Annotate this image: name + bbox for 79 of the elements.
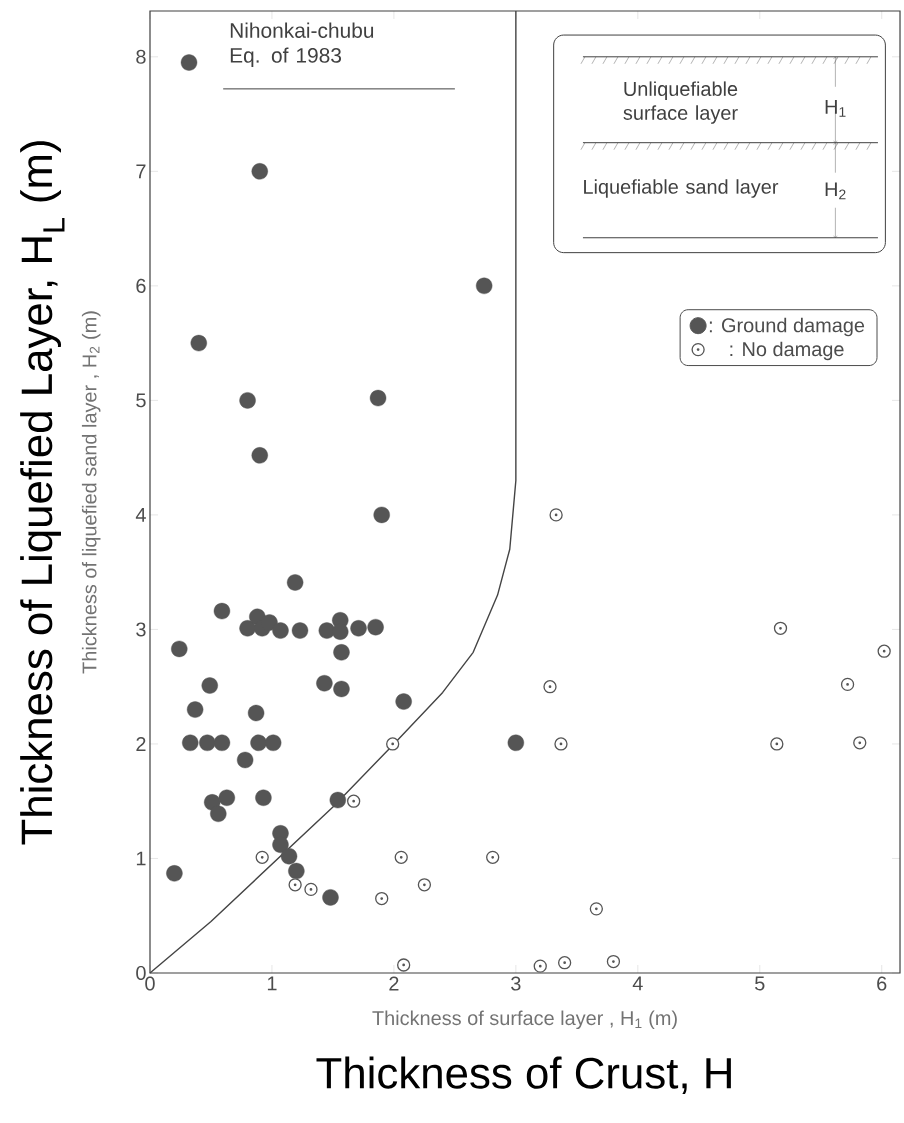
y-tick-label: 1 [136,851,146,866]
point [333,644,350,661]
x-tick-label: 6 [877,976,887,991]
point [606,954,621,969]
point [239,392,256,409]
text: Thickness of surface layer , H$_{1}$ (m) [372,1010,677,1030]
point [773,621,788,635]
legend-label: : No damage [730,341,844,361]
point [329,791,347,809]
point [201,677,218,694]
y-tick-label: 2 [136,737,146,751]
point [475,277,493,295]
point [213,602,231,620]
point [199,734,216,752]
point [171,640,188,658]
point [272,622,289,639]
x-tick-label: 3 [511,976,521,991]
y-tick-label: 8 [136,49,146,64]
point [213,734,231,752]
point [288,862,305,880]
annotation: H$_{1}$ [825,99,846,117]
point [333,680,350,698]
x-tick-label: 4 [632,976,643,991]
point [375,891,389,906]
point [255,789,272,806]
point [347,794,361,808]
point [190,334,207,352]
point [247,704,265,722]
point [250,734,267,752]
point [589,902,603,916]
point [204,794,221,811]
point [394,850,408,864]
y-tick-label: 6 [136,278,146,293]
point [182,734,199,752]
point [367,618,384,636]
y-tick-label: 4 [135,508,146,522]
point [507,734,525,752]
point [280,847,298,865]
y-tick-label: 0 [136,965,146,981]
point [255,850,269,864]
point [543,680,557,694]
point [350,620,367,637]
y-tick-label: 7 [136,164,146,179]
y-tick-label: 5 [136,393,146,408]
point [373,506,390,524]
point [840,677,855,692]
point [251,163,268,180]
point [397,958,411,972]
x-tick-label: 2 [389,976,399,991]
point [486,850,500,864]
annotation: H$_{2}$ [825,182,846,200]
point [386,737,400,751]
point [395,693,412,710]
point [557,956,572,970]
legend-label: : Ground damage [709,317,865,337]
point [291,622,309,639]
annotation: Liquefiable sand layer [584,179,779,198]
text: Thickness of liquefied sand layer , H$_{2}$ (m) [81,311,101,674]
point [166,865,183,882]
point [236,751,254,769]
x-axis-title: Thickness of Crust, H [316,1056,731,1094]
point [210,805,227,823]
point [218,789,236,806]
text: Nihonkai-chubu Eq. of 1983 [230,22,374,67]
point [180,54,198,71]
point [304,882,318,897]
point [286,574,304,591]
x-tick-label: 5 [755,976,765,991]
y-tick-label: 3 [136,622,146,637]
point [186,701,204,718]
point [417,878,432,892]
point [264,734,282,752]
y-axis-title: Thickness of Liquefied Layer, H$_{L}$ (m) [20,141,65,845]
point [251,447,268,464]
point [369,389,387,407]
point [322,889,339,906]
x-tick-label: 1 [267,976,277,991]
annotation: Unliquefiable surface layer [623,81,738,124]
point [316,675,333,692]
